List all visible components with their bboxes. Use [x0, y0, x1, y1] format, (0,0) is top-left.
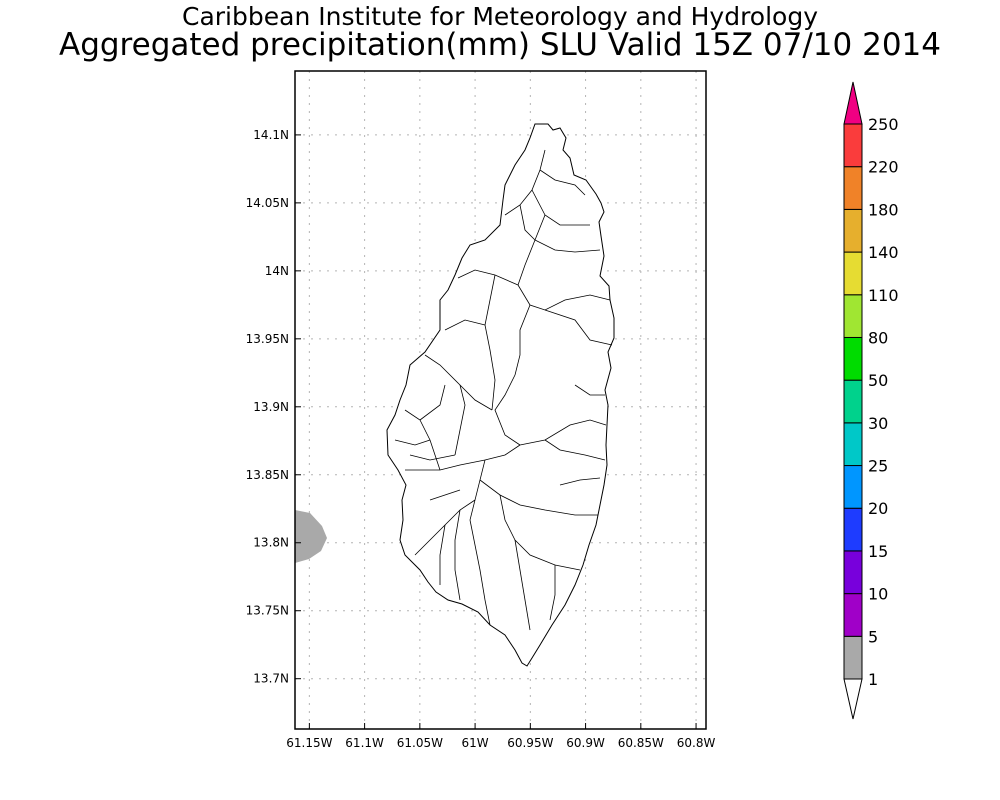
x-axis: 61.15W 61.1W 61.05W 61W 60.95W 60.9W 60.85W 60.… — [286, 723, 715, 750]
precip-area — [295, 510, 327, 563]
colorbar-label: 25 — [868, 457, 888, 476]
y-tick-label: 14.1N — [253, 128, 289, 142]
colorbar-label: 220 — [868, 158, 899, 177]
colorbar-label: 5 — [868, 627, 878, 646]
colorbar-label: 250 — [868, 115, 899, 134]
colorbar-segment — [843, 208, 863, 253]
x-tick-label: 60.95W — [507, 736, 553, 750]
colorbar-segment — [843, 593, 863, 637]
colorbar-segment — [843, 465, 863, 509]
island-saint-lucia — [386, 123, 615, 667]
chart-subtitle: Aggregated precipitation(mm) SLU Valid 1… — [59, 27, 941, 63]
colorbar-label: 20 — [868, 499, 888, 518]
colorbar-segment — [843, 422, 863, 467]
y-tick-label: 13.95N — [246, 332, 289, 346]
colorbar-segment — [843, 123, 863, 168]
colorbar-label: 50 — [868, 371, 888, 390]
chart-title: Caribbean Institute for Meteorology and … — [182, 2, 818, 31]
y-tick-label: 13.8N — [253, 536, 289, 550]
x-tick-label: 60.8W — [677, 736, 716, 750]
colorbar-over-triangle — [843, 81, 863, 125]
colorbar-label: 110 — [868, 286, 899, 305]
colorbar-label: 30 — [868, 414, 888, 433]
colorbar-segment — [843, 251, 863, 296]
colorbar-segment — [843, 336, 863, 381]
y-tick-label: 14N — [265, 264, 289, 278]
x-tick-label: 61.1W — [345, 736, 384, 750]
colorbar-label: 140 — [868, 243, 899, 262]
colorbar-segment — [843, 550, 863, 595]
colorbar-segment — [843, 379, 863, 424]
colorbar-label: 180 — [868, 200, 899, 219]
colorbar-label: 10 — [868, 585, 888, 604]
y-tick-label: 13.75N — [246, 604, 289, 618]
x-tick-label: 61.15W — [286, 736, 332, 750]
colorbar-label: 1 — [868, 670, 878, 689]
y-tick-label: 13.9N — [253, 400, 289, 414]
colorbar-segment — [843, 507, 863, 552]
colorbar-label: 15 — [868, 542, 888, 561]
colorbar-label: 80 — [868, 328, 888, 347]
colorbar-segment — [843, 635, 863, 680]
colorbar-segment — [843, 166, 863, 210]
map-frame — [294, 70, 707, 730]
y-tick-label: 14.05N — [246, 196, 289, 210]
colorbar-segment — [843, 294, 863, 338]
x-tick-label: 61W — [462, 736, 489, 750]
watershed-boundaries — [394, 149, 613, 631]
x-tick-label: 60.85W — [618, 736, 664, 750]
x-tick-label: 60.9W — [566, 736, 605, 750]
x-tick-label: 61.05W — [397, 736, 443, 750]
island-outline — [386, 123, 615, 667]
y-tick-label: 13.7N — [253, 672, 289, 686]
colorbar-under-triangle — [843, 678, 863, 720]
y-tick-label: 13.85N — [246, 468, 289, 482]
y-axis: 14.1N 14.05N 14N 13.95N 13.9N 13.85N 13.8N 13.7… — [246, 128, 301, 686]
